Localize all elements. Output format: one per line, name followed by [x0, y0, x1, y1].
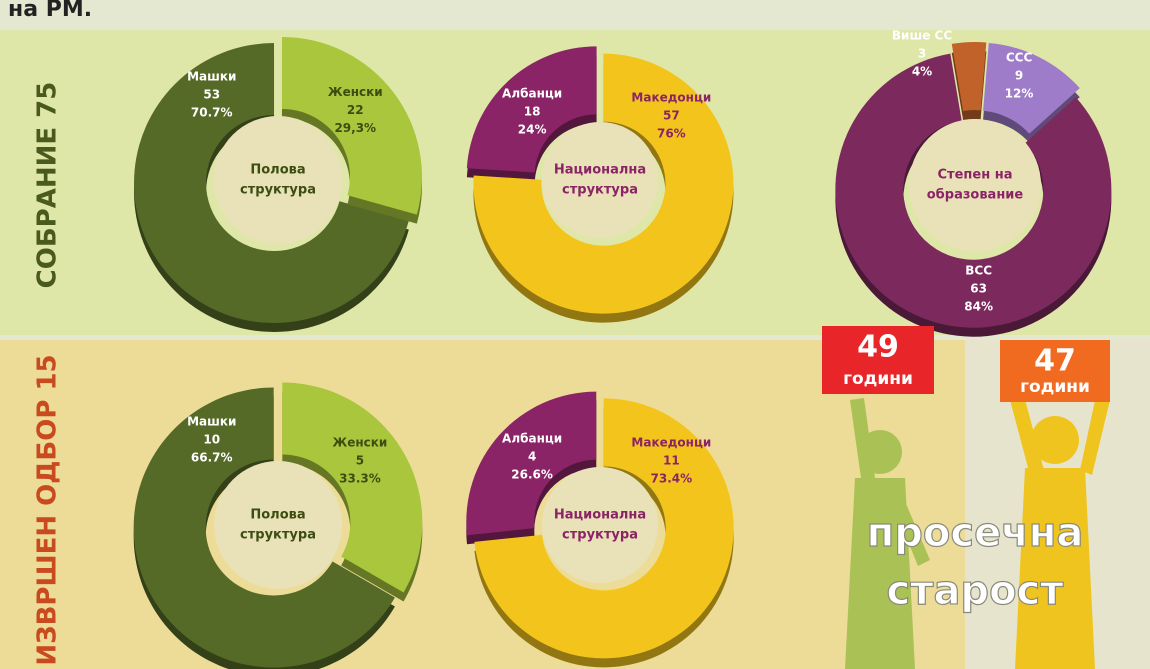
slice-category: Македонци [631, 435, 711, 449]
donut-center-label: структура [562, 183, 638, 198]
slice-category: ССС [1006, 50, 1033, 64]
donut-center-label: структура [562, 528, 638, 543]
age-badge [822, 326, 934, 394]
slice-percent: 26.6% [511, 468, 553, 482]
donut-center-label: структура [240, 183, 316, 198]
donut-chart: ССС 9 12% Више СС 3 4% ВСС 63 84% [835, 28, 1112, 337]
slice-value: 9 [1015, 68, 1023, 82]
slice-category: Албанци [502, 432, 562, 446]
slice-category: Више СС [892, 28, 952, 42]
slice [466, 46, 597, 173]
slice-percent: 76% [657, 126, 686, 140]
donut-center-label: Национална [554, 508, 646, 523]
section-title: СОБРАНИЕ 75 [33, 82, 63, 289]
donut-chart: Машки 10 66.7% Женски 5 33.3% [133, 382, 423, 669]
slice-value: 53 [203, 88, 220, 102]
donut-chart: Албанци 18 24% Македонци 57 76% [466, 46, 734, 323]
slice [983, 43, 1080, 134]
slice-percent: 4% [912, 64, 932, 78]
slice-value: 10 [203, 433, 220, 447]
slice [466, 391, 597, 536]
slice-value: 57 [663, 108, 680, 122]
donut-hole [214, 116, 342, 244]
slice-percent: 73.4% [651, 471, 693, 485]
slice-value: 3 [918, 46, 926, 60]
age-unit: години [1020, 377, 1090, 397]
donut-center-label: Полова [250, 163, 305, 178]
average-age-label: просечна [867, 510, 1084, 556]
donut-chart: Албанци 4 26.6% Македонци 11 73.4% [466, 391, 734, 668]
donut-hole [909, 119, 1041, 251]
slice [282, 382, 423, 593]
slice-category: Женски [333, 435, 388, 449]
slice-value: 5 [356, 453, 364, 467]
figure-green [845, 398, 930, 669]
slice-percent: 84% [964, 299, 993, 313]
slice-category: Машки [187, 415, 236, 429]
slice-percent: 24% [518, 123, 547, 137]
donut-hole [542, 122, 658, 238]
slice-category: Машки [187, 70, 236, 84]
donut-center-label: образование [927, 188, 1024, 203]
slice-value: 4 [528, 450, 536, 464]
slice [473, 53, 734, 314]
slice-category: Албанци [502, 87, 562, 101]
slice-value: 22 [347, 103, 364, 117]
slice-percent: 70.7% [191, 106, 233, 120]
slice [951, 42, 987, 111]
slice-percent: 29,3% [334, 121, 376, 135]
age-value: 49 [857, 330, 899, 365]
slice [835, 53, 1112, 328]
average-age-label: старост [887, 568, 1065, 614]
slice-value: 18 [524, 105, 541, 119]
donut-center-label: Полова [250, 508, 305, 523]
slice-category: Женски [328, 85, 383, 99]
donut-hole [542, 467, 658, 583]
slice-percent: 66.7% [191, 451, 233, 465]
age-badge [1000, 340, 1110, 402]
age-unit: години [843, 369, 913, 389]
section-title: ИЗВРШЕН ОДБОР 15 [33, 354, 63, 665]
donut-center-label: Степен на [938, 168, 1013, 183]
donut-hole [214, 461, 342, 589]
slice-category: Македонци [631, 90, 711, 104]
slice [134, 43, 409, 324]
slice-value: 63 [970, 281, 987, 295]
header-fragment: на РМ. [8, 0, 92, 22]
donut-chart: Машки 53 70.7% Женски 22 29,3% [134, 36, 422, 333]
slice-percent: 33.3% [339, 471, 381, 485]
age-value: 47 [1034, 344, 1076, 379]
slice-category: ВСС [965, 263, 992, 277]
donut-center-label: структура [240, 528, 316, 543]
slice-percent: 12% [1005, 86, 1034, 100]
figure-yellow [1010, 396, 1110, 669]
donut-center-label: Национална [554, 163, 646, 178]
slice-value: 11 [663, 453, 680, 467]
slice [281, 36, 422, 215]
slice [474, 398, 734, 659]
slice [133, 387, 395, 668]
